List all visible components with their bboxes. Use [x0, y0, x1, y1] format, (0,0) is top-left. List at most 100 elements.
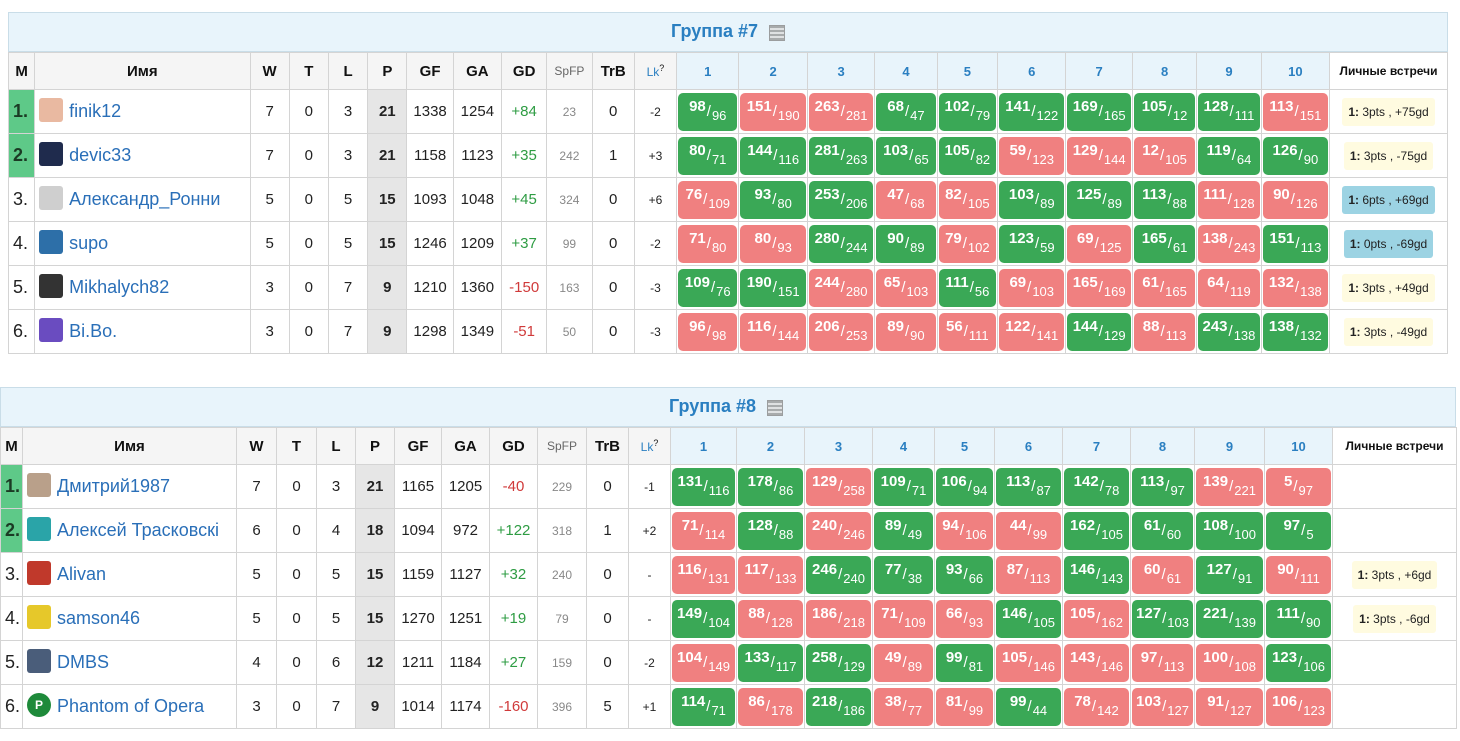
col-header-gd[interactable]: GD: [489, 427, 538, 465]
col-header-round[interactable]: 1: [670, 427, 737, 465]
col-header-round[interactable]: 3: [804, 427, 873, 465]
avatar[interactable]: P: [27, 692, 51, 717]
col-header-w[interactable]: W: [236, 427, 277, 465]
group-title[interactable]: Группа #8: [669, 396, 757, 416]
match-score[interactable]: 151/113: [1262, 224, 1329, 263]
match-score[interactable]: 105/12: [1133, 92, 1196, 131]
col-header-round[interactable]: 2: [738, 52, 808, 90]
match-score[interactable]: 169/165: [1067, 92, 1131, 131]
col-header-trb[interactable]: TrB: [591, 52, 635, 90]
match-score[interactable]: 129/258: [806, 467, 871, 506]
match-score[interactable]: 123/106: [1266, 643, 1331, 682]
match-score[interactable]: 240/246: [806, 511, 871, 550]
match-score[interactable]: 98/96: [678, 92, 738, 131]
avatar[interactable]: [39, 141, 64, 166]
match-score[interactable]: 69/125: [1067, 224, 1131, 263]
player-name-link[interactable]: devic33: [69, 144, 132, 165]
match-score[interactable]: 59/123: [999, 136, 1065, 175]
match-score[interactable]: 99/44: [996, 687, 1061, 726]
col-header-round[interactable]: 4: [872, 427, 935, 465]
col-header-lk[interactable]: Lk?: [633, 52, 678, 90]
match-score[interactable]: 79/102: [938, 224, 997, 263]
match-score[interactable]: 71/114: [672, 511, 735, 550]
match-score[interactable]: 113/97: [1132, 467, 1193, 506]
col-header-name[interactable]: Имя: [22, 427, 237, 465]
player-name-link[interactable]: Mikhalych82: [69, 276, 170, 297]
col-header-round[interactable]: 8: [1131, 52, 1198, 90]
match-score[interactable]: 96/98: [678, 312, 738, 351]
match-score[interactable]: 221/139: [1196, 599, 1263, 638]
match-score[interactable]: 65/103: [876, 268, 936, 307]
match-score[interactable]: 114/71: [672, 687, 735, 726]
player-name-link[interactable]: DMBS: [57, 651, 110, 672]
match-score[interactable]: 103/127: [1132, 687, 1193, 726]
match-score[interactable]: 117/133: [738, 555, 803, 594]
col-header-round[interactable]: 9: [1196, 52, 1262, 90]
col-header-round[interactable]: 8: [1130, 427, 1195, 465]
match-score[interactable]: 143/146: [1064, 643, 1129, 682]
grid-icon[interactable]: [769, 25, 785, 41]
match-score[interactable]: 127/91: [1196, 555, 1263, 594]
match-score[interactable]: 109/76: [678, 268, 738, 307]
match-score[interactable]: 108/100: [1196, 511, 1263, 550]
col-header-round[interactable]: 9: [1194, 427, 1265, 465]
match-score[interactable]: 100/108: [1196, 643, 1263, 682]
match-score[interactable]: 104/149: [672, 643, 735, 682]
match-score[interactable]: 102/79: [938, 92, 997, 131]
player-name-link[interactable]: Alivan: [57, 563, 107, 584]
player-name-cell[interactable]: supo: [34, 221, 251, 266]
match-score[interactable]: 123/59: [999, 224, 1065, 263]
player-name-cell[interactable]: finik12: [34, 89, 251, 134]
player-name-link[interactable]: Алексей Трасковскі: [57, 519, 219, 540]
match-score[interactable]: 281/263: [808, 136, 874, 175]
match-score[interactable]: 105/146: [996, 643, 1061, 682]
col-header-w[interactable]: W: [249, 52, 290, 90]
match-score[interactable]: 280/244: [808, 224, 874, 263]
avatar[interactable]: [39, 185, 64, 210]
avatar[interactable]: [39, 273, 64, 298]
match-score[interactable]: 144/129: [1067, 312, 1131, 351]
match-score[interactable]: 144/116: [740, 136, 806, 175]
match-score[interactable]: 132/138: [1262, 268, 1329, 307]
player-name-cell[interactable]: Mikhalych82: [34, 265, 251, 310]
match-score[interactable]: 149/104: [672, 599, 735, 638]
col-header-round[interactable]: 1: [676, 52, 740, 90]
col-header-p[interactable]: P: [367, 52, 408, 90]
player-name-cell[interactable]: Alivan: [22, 552, 237, 597]
match-score[interactable]: 263/281: [808, 92, 874, 131]
match-score[interactable]: 44/99: [996, 511, 1061, 550]
match-score[interactable]: 97/5: [1266, 511, 1331, 550]
col-header-round[interactable]: 7: [1062, 427, 1131, 465]
col-header-round[interactable]: 10: [1260, 52, 1331, 90]
match-score[interactable]: 138/132: [1262, 312, 1329, 351]
match-score[interactable]: 142/78: [1064, 467, 1129, 506]
match-score[interactable]: 127/103: [1132, 599, 1193, 638]
match-score[interactable]: 113/87: [996, 467, 1061, 506]
col-header-lk[interactable]: Lk?: [628, 427, 671, 465]
player-name-link[interactable]: Bi.Bo.: [69, 320, 118, 341]
match-score[interactable]: 165/61: [1133, 224, 1196, 263]
avatar[interactable]: [39, 317, 64, 342]
match-score[interactable]: 116/131: [672, 555, 735, 594]
match-score[interactable]: 49/89: [874, 643, 933, 682]
player-name-cell[interactable]: Алексей Трасковскі: [22, 508, 237, 553]
match-score[interactable]: 87/113: [996, 555, 1061, 594]
match-score[interactable]: 93/66: [936, 555, 993, 594]
match-score[interactable]: 105/162: [1064, 599, 1129, 638]
match-score[interactable]: 106/94: [936, 467, 993, 506]
player-name-cell[interactable]: devic33: [34, 133, 251, 178]
match-score[interactable]: 113/151: [1262, 92, 1329, 131]
match-score[interactable]: 78/142: [1064, 687, 1129, 726]
col-header-round[interactable]: 10: [1264, 427, 1333, 465]
player-name-link[interactable]: Александр_Ронни: [69, 188, 221, 209]
player-name-cell[interactable]: Дмитрий1987: [22, 464, 237, 509]
match-score[interactable]: 246/240: [806, 555, 871, 594]
match-score[interactable]: 116/144: [740, 312, 806, 351]
match-score[interactable]: 77/38: [874, 555, 933, 594]
col-header-name[interactable]: Имя: [34, 52, 251, 90]
col-header-m[interactable]: М: [7, 52, 36, 90]
match-score[interactable]: 60/61: [1132, 555, 1193, 594]
match-score[interactable]: 111/128: [1198, 180, 1260, 219]
match-score[interactable]: 146/105: [996, 599, 1061, 638]
player-name-link[interactable]: finik12: [69, 100, 122, 121]
